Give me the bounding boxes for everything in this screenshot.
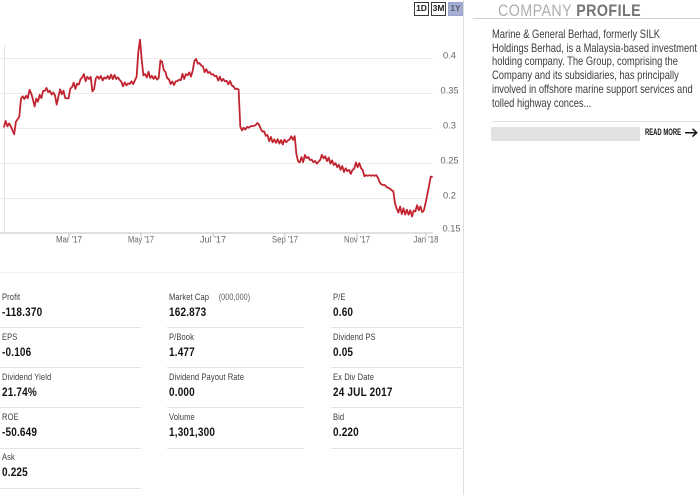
svg-text:0.35: 0.35 (441, 86, 459, 96)
svg-text:Sep '17: Sep '17 (272, 235, 298, 245)
svg-text:0.25: 0.25 (441, 156, 459, 166)
svg-text:Nov '17: Nov '17 (344, 235, 370, 245)
svg-text:May '17: May '17 (128, 235, 154, 245)
svg-text:0.2: 0.2 (443, 191, 456, 201)
svg-text:Jan '18: Jan '18 (414, 235, 439, 245)
svg-text:0.15: 0.15 (443, 224, 461, 234)
svg-text:Jul '17: Jul '17 (200, 235, 226, 245)
svg-text:0.3: 0.3 (443, 121, 456, 131)
svg-text:0.4: 0.4 (443, 51, 456, 61)
svg-text:Mar '17: Mar '17 (56, 235, 82, 245)
